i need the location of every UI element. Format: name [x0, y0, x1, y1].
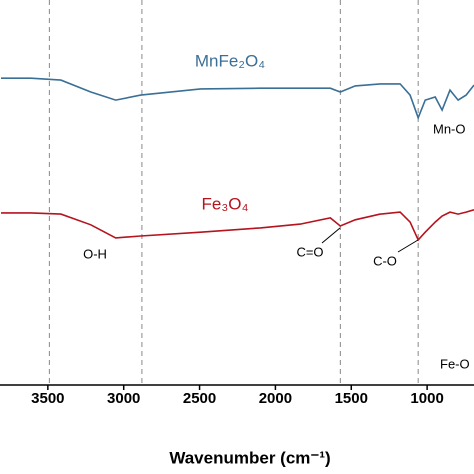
x-tick-label: 2000 — [259, 390, 292, 407]
annotation: Fe-O — [440, 356, 470, 371]
x-tick-label: 1500 — [335, 390, 368, 407]
x-tick-label: 3500 — [31, 390, 64, 407]
x-tick-label: 2500 — [183, 390, 216, 407]
x-axis-title: Wavenumber (cm⁻¹) — [169, 448, 330, 467]
annotation: C-O — [373, 253, 397, 268]
legend-label: Fe₃O₄ — [202, 194, 249, 213]
annotation: Mn-O — [433, 121, 466, 136]
x-tick-label: 3000 — [107, 390, 140, 407]
leader-line — [397, 239, 419, 253]
leader-line — [321, 227, 341, 244]
series-line — [1, 77, 474, 121]
series-line — [1, 209, 474, 242]
x-tick-label: 1000 — [410, 390, 443, 407]
legend-label: MnFe₂O₄ — [195, 51, 265, 70]
annotation: O-H — [83, 246, 107, 261]
annotation: C=O — [296, 244, 323, 259]
